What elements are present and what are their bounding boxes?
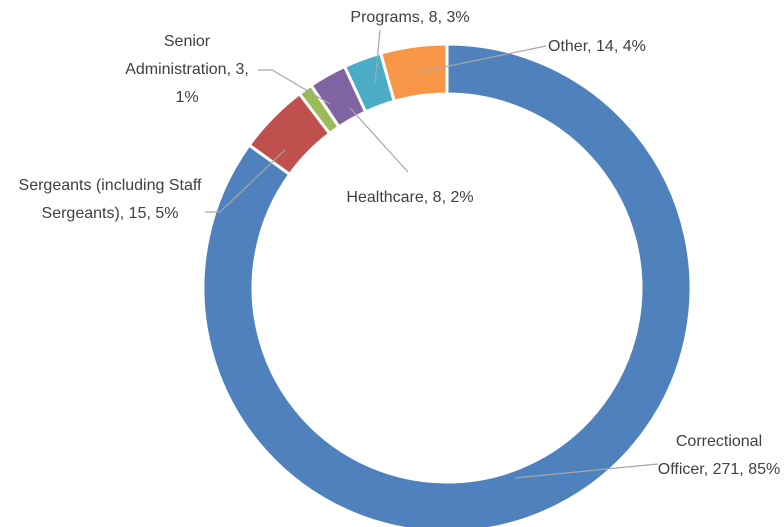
leader-line <box>419 45 547 73</box>
data-label: Healthcare, 8, 2% <box>346 189 474 206</box>
donut-segment <box>342 51 397 114</box>
donut-segment <box>201 42 693 527</box>
leader-line <box>205 149 286 213</box>
data-label: Sergeants (including Staff Sergeants), 1… <box>18 177 202 222</box>
donut-segment <box>308 64 368 129</box>
data-label: Senior Administration, 3, 1% <box>125 33 249 106</box>
data-label: Correctional Officer, 271, 85% <box>657 433 781 478</box>
data-label: Other, 14, 4% <box>548 38 646 55</box>
leader-line <box>514 463 659 479</box>
data-label: Programs, 8, 3% <box>350 9 470 26</box>
leader-line <box>349 107 409 173</box>
leader-line <box>258 69 331 105</box>
leader-line <box>374 29 381 85</box>
donut-segment <box>247 91 332 177</box>
